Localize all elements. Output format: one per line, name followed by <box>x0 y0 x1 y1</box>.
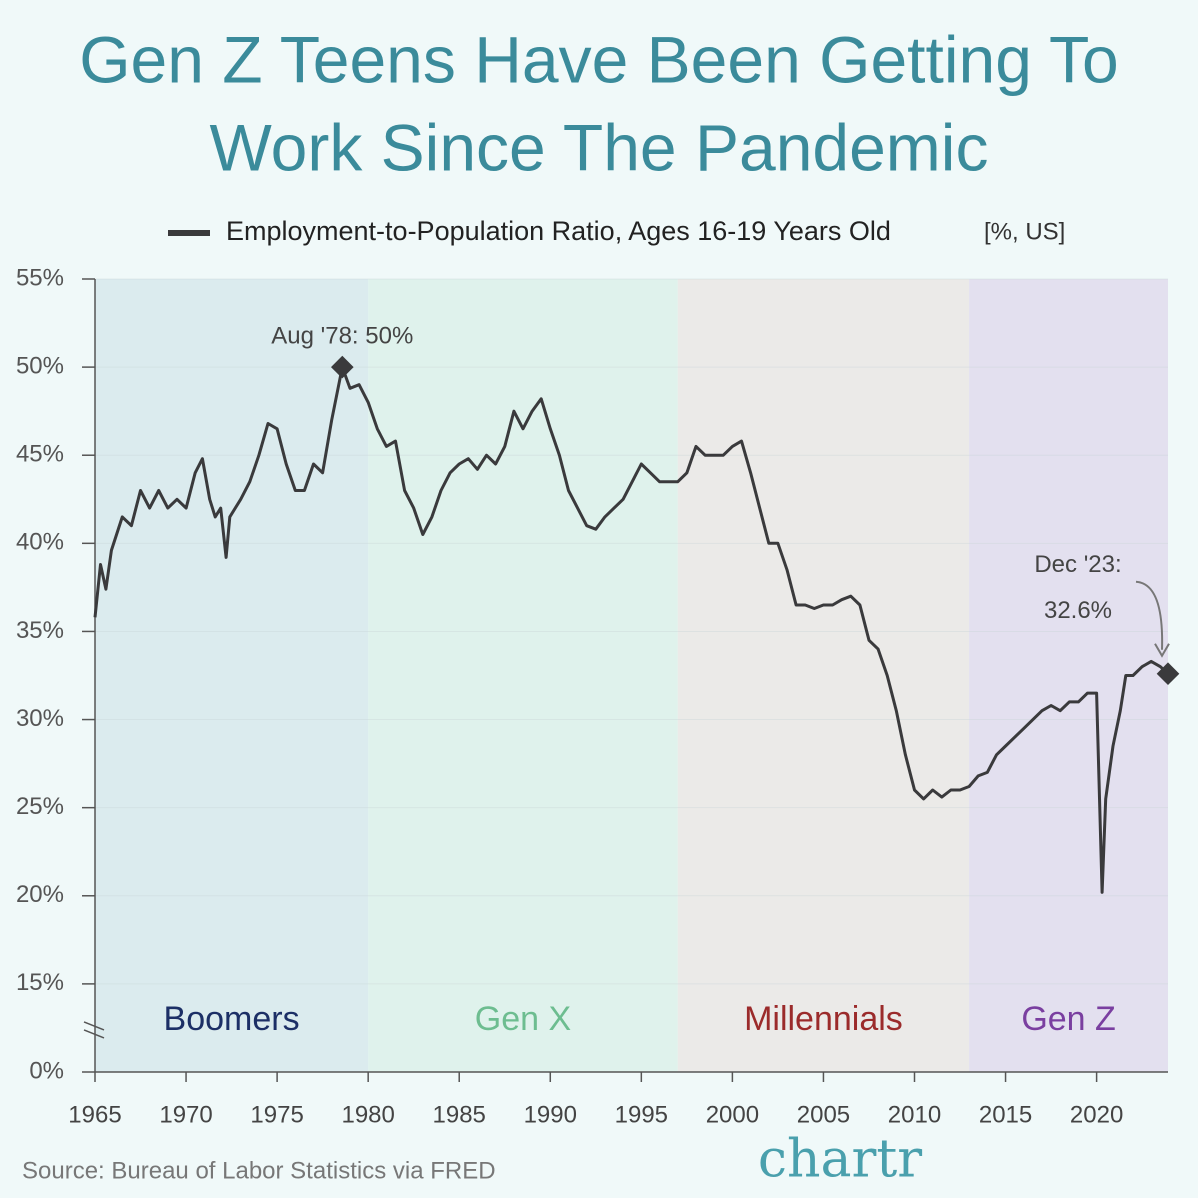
generation-label: Boomers <box>164 1000 300 1038</box>
y-tick-label: 25% <box>16 793 64 820</box>
y-tick-label: 35% <box>16 617 64 644</box>
chart-title: Work Since The Pandemic <box>210 110 989 184</box>
chart-title: Gen Z Teens Have Been Getting To <box>79 22 1119 96</box>
y-tick-label: 45% <box>16 441 64 468</box>
x-tick-label: 1965 <box>68 1101 121 1128</box>
x-tick-label: 2020 <box>1070 1101 1123 1128</box>
x-tick-label: 2000 <box>706 1101 759 1128</box>
y-tick-label: 50% <box>16 352 64 379</box>
x-tick-label: 1985 <box>433 1101 486 1128</box>
generation-label: Gen X <box>475 1000 571 1038</box>
annotation-text: Dec '23: <box>1034 551 1121 578</box>
annotation-text: 32.6% <box>1044 597 1112 624</box>
y-tick-label: 20% <box>16 881 64 908</box>
y-tick-label: 15% <box>16 969 64 996</box>
annotation-arrow <box>1135 580 1164 650</box>
axis-break <box>83 1021 105 1031</box>
x-tick-label: 1995 <box>615 1101 668 1128</box>
series-line <box>93 365 1170 894</box>
annotation-marker <box>1156 662 1180 686</box>
x-tick-label: 2010 <box>888 1101 941 1128</box>
annotation-text: Aug '78: 50% <box>271 322 413 349</box>
x-tick-label: 1975 <box>250 1101 303 1128</box>
y-tick-label: 40% <box>16 529 64 556</box>
generation-band <box>969 279 1168 1072</box>
generation-band <box>95 279 369 1072</box>
x-tick-label: 2015 <box>979 1101 1032 1128</box>
logo: chartr <box>758 1130 922 1190</box>
x-tick-label: 2005 <box>797 1101 850 1128</box>
annotation-marker <box>330 355 354 379</box>
annotation-arrowhead <box>1154 643 1170 658</box>
legend-label: Employment-to-Population Ratio, Ages 16-… <box>226 216 891 246</box>
y-tick-label: 55% <box>16 264 64 291</box>
generation-band <box>368 279 678 1072</box>
generation-label: Millennials <box>744 1000 903 1038</box>
axis-break <box>83 1029 105 1039</box>
y-tick-label: 30% <box>16 705 64 732</box>
generation-label: Gen Z <box>1021 1000 1115 1038</box>
x-tick-label: 1990 <box>524 1101 577 1128</box>
legend-unit: [%, US] <box>984 218 1065 245</box>
generation-band <box>677 279 970 1072</box>
y-tick-label: 0% <box>29 1057 64 1084</box>
source: Source: Bureau of Labor Statistics via F… <box>22 1157 496 1184</box>
x-tick-label: 1980 <box>341 1101 394 1128</box>
x-tick-label: 1970 <box>159 1101 212 1128</box>
